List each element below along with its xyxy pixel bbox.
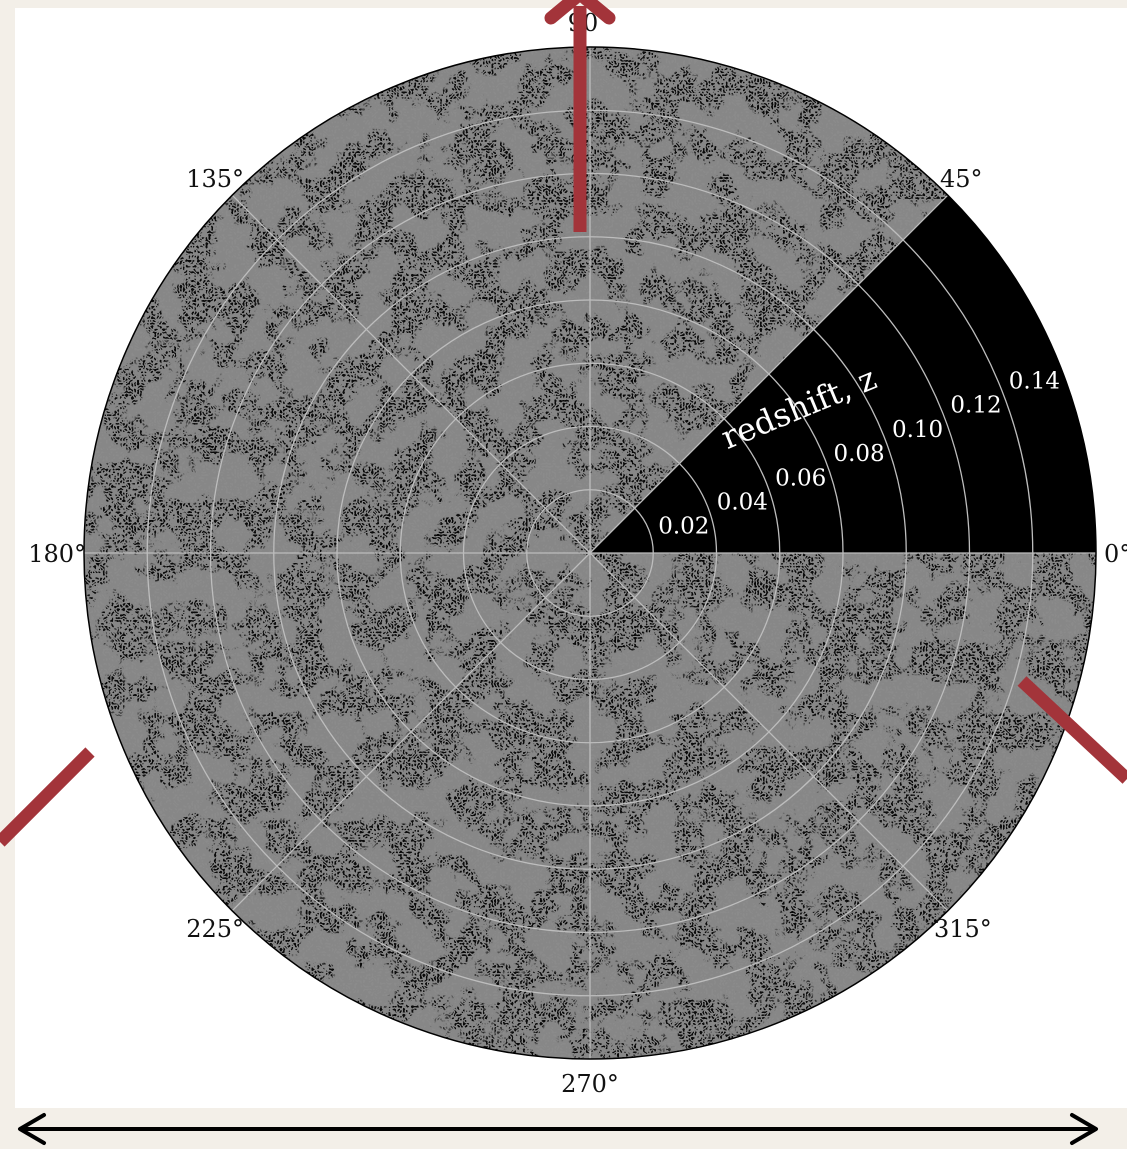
bottom-double-arrow <box>18 1113 1098 1145</box>
radial-label-0.04: 0.04 <box>717 490 768 516</box>
angle-label-135: 135° <box>186 165 244 193</box>
radial-label-0.12: 0.12 <box>950 393 1001 419</box>
radial-label-0.08: 0.08 <box>833 441 884 467</box>
empty-wedge <box>590 195 1096 553</box>
red-arrows <box>0 0 1127 847</box>
arrow-left-shaft <box>0 747 95 847</box>
arrow-right-shaft <box>1017 676 1127 784</box>
radial-label-0.06: 0.06 <box>775 465 826 491</box>
radial-label-0.10: 0.10 <box>892 417 943 443</box>
arrow-up-head <box>544 0 616 25</box>
angle-label-45: 45° <box>940 165 983 193</box>
angle-label-225: 225° <box>186 915 244 943</box>
grid-spoke-135 <box>231 194 591 554</box>
angle-label-180: 180° <box>28 540 86 568</box>
radial-label-0.02: 0.02 <box>658 514 709 540</box>
angle-label-315: 315° <box>934 915 992 943</box>
grid-spoke-45 <box>589 194 949 554</box>
angle-label-0: 0° <box>1104 540 1127 568</box>
radial-tick-labels: 0.02 0.04 0.06 0.08 0.10 0.12 0.14 <box>658 369 1060 540</box>
angular-tick-labels: 0° 45° 90 135° 180° 225° 270° 315° <box>28 9 1127 1098</box>
angle-label-270: 270° <box>561 1070 619 1098</box>
angular-grid-spokes <box>84 47 1096 1059</box>
disc-outline <box>83 46 1097 1060</box>
radial-label-0.14: 0.14 <box>1009 369 1060 395</box>
grid-spoke-225 <box>231 552 591 912</box>
grid-spoke-315 <box>589 552 949 912</box>
